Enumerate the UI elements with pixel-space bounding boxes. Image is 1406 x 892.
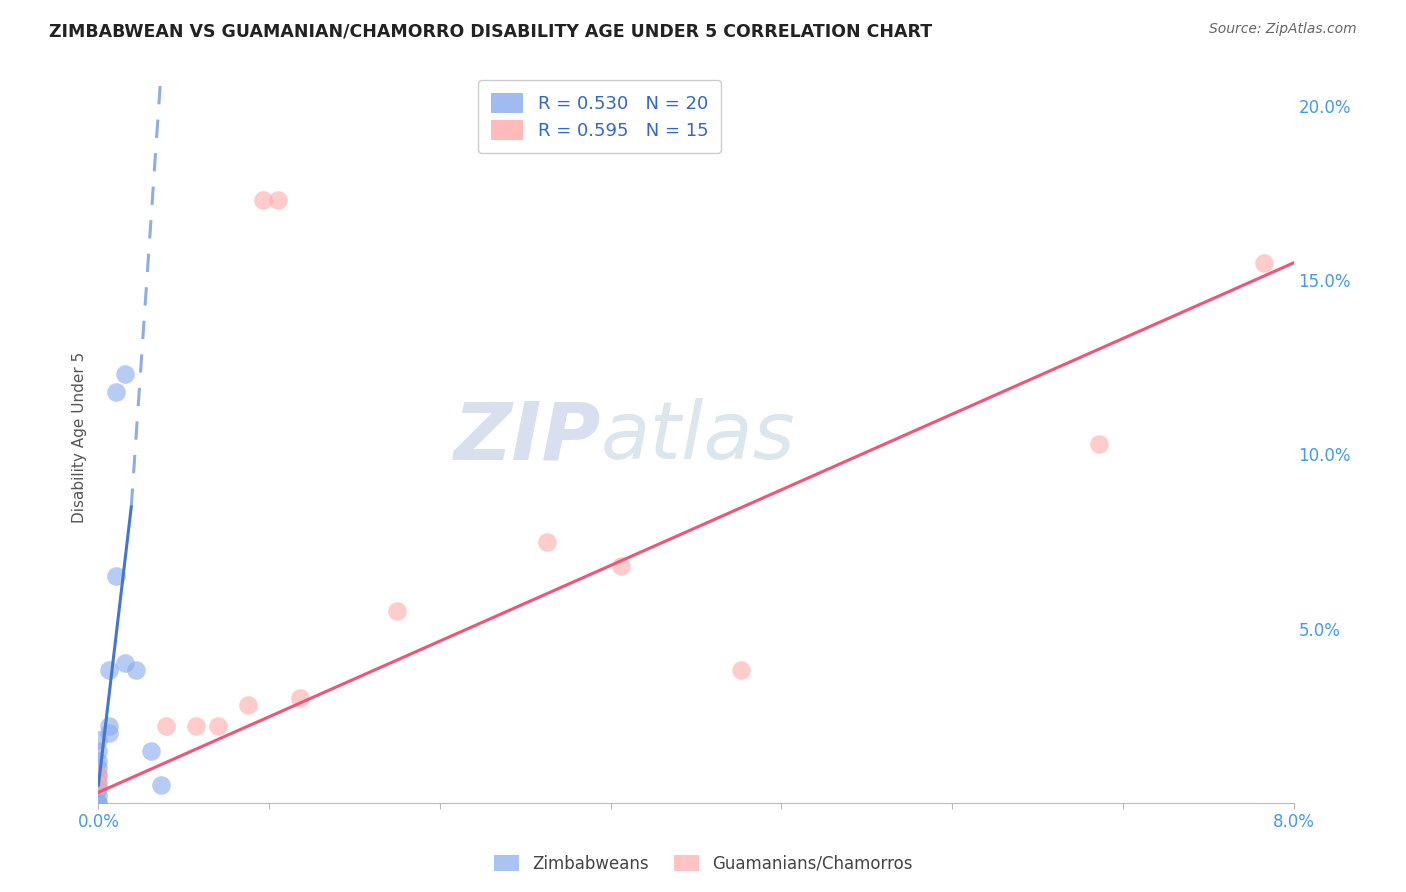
Point <box>87 796 110 810</box>
Point <box>184 719 207 733</box>
Point <box>87 768 110 782</box>
Text: ZIP: ZIP <box>453 398 600 476</box>
Text: Source: ZipAtlas.com: Source: ZipAtlas.com <box>1209 22 1357 37</box>
Point <box>87 796 110 810</box>
Legend: R = 0.530   N = 20, R = 0.595   N = 15: R = 0.530 N = 20, R = 0.595 N = 15 <box>478 80 721 153</box>
Point <box>87 733 110 747</box>
Text: atlas: atlas <box>600 398 796 476</box>
Point <box>87 789 110 803</box>
Point <box>105 384 128 399</box>
Point <box>1088 437 1111 451</box>
Point <box>87 768 110 782</box>
Point <box>114 657 136 671</box>
Point <box>288 691 311 706</box>
Point <box>87 778 110 792</box>
Point <box>150 778 173 792</box>
Point <box>97 719 120 733</box>
Point <box>87 743 110 757</box>
Point <box>267 193 290 207</box>
Point <box>1253 256 1275 270</box>
Point <box>87 781 110 796</box>
Text: ZIMBABWEAN VS GUAMANIAN/CHAMORRO DISABILITY AGE UNDER 5 CORRELATION CHART: ZIMBABWEAN VS GUAMANIAN/CHAMORRO DISABIL… <box>49 22 932 40</box>
Point <box>155 719 177 733</box>
Point <box>114 368 136 382</box>
Point <box>610 558 633 573</box>
Point <box>87 775 110 789</box>
Point <box>105 569 128 583</box>
Point <box>97 726 120 740</box>
Point <box>385 604 409 618</box>
Point <box>207 719 229 733</box>
Point <box>87 761 110 775</box>
Point <box>125 664 148 678</box>
Y-axis label: Disability Age Under 5: Disability Age Under 5 <box>72 351 87 523</box>
Point <box>97 664 120 678</box>
Point <box>236 698 259 713</box>
Point <box>536 534 558 549</box>
Point <box>252 193 274 207</box>
Point <box>87 754 110 768</box>
Legend: Zimbabweans, Guamanians/Chamorros: Zimbabweans, Guamanians/Chamorros <box>486 848 920 880</box>
Point <box>730 664 752 678</box>
Point <box>139 743 162 757</box>
